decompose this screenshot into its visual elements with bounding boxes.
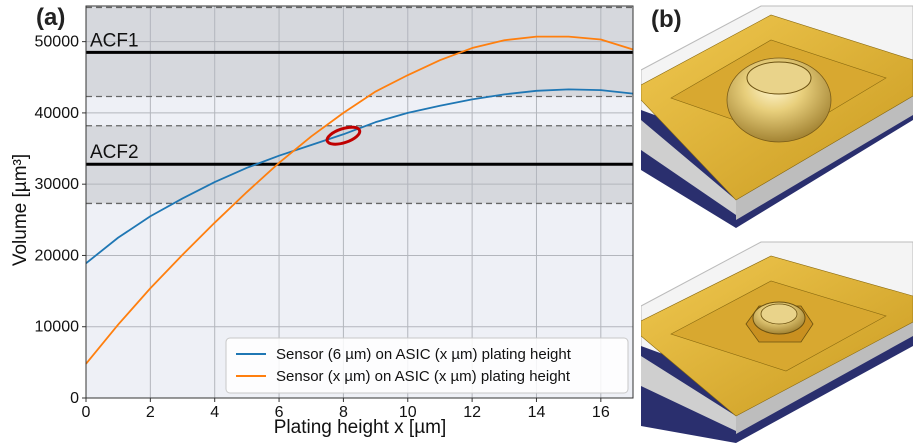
y-tick-label: 0	[70, 390, 79, 407]
plot-frame	[85, 5, 634, 399]
panel-label-b: (b)	[651, 6, 682, 33]
x-tick-label: 12	[463, 404, 481, 421]
y-tick-label: 20000	[35, 247, 80, 264]
acf-center-lines: ACF1 ACF2	[86, 6, 633, 205]
volume-chart: ACF1 ACF2 0 2 4 6 8 10 12 14 16 0 10000 20000 30000 40…	[10, 4, 634, 438]
highlight-ellipse-layer	[325, 125, 362, 146]
x-tick-label: 8	[339, 404, 348, 421]
render-large-bump	[640, 5, 913, 228]
y-tick-label: 10000	[35, 319, 80, 336]
tick-labels: 0 2 4 6 8 10 12 14 16 0 10000 20000 30000 40000 50000	[35, 34, 610, 421]
band-label-0: ACF1	[90, 30, 139, 51]
render-small-bump	[640, 241, 913, 443]
plot-border	[85, 5, 634, 399]
chart-panel: ACF1 ACF2 0 2 4 6 8 10 12 14 16 0 10000 20000 30000 40…	[10, 4, 634, 438]
series-line-1	[85, 35, 634, 365]
y-axis-title: Volume [µm³]	[10, 154, 31, 266]
bump-renders: (b)	[640, 5, 913, 443]
band-label-1: ACF2	[90, 142, 139, 163]
legend-label-0: Sensor (6 µm) on ASIC (x µm) plating hei…	[276, 346, 572, 363]
y-tick-label: 50000	[35, 34, 80, 51]
y-tick-label: 30000	[35, 176, 80, 193]
x-tick-label: 10	[399, 404, 417, 421]
legend: Sensor (6 µm) on ASIC (x µm) plating hei…	[225, 337, 629, 394]
panel-label-a: (a)	[36, 4, 65, 31]
legend-box	[225, 337, 629, 394]
x-tick-label: 0	[82, 404, 91, 421]
y-tick-label: 40000	[35, 105, 80, 122]
x-tick-label: 16	[592, 404, 610, 421]
x-tick-label: 4	[210, 404, 219, 421]
x-tick-label: 6	[275, 404, 284, 421]
highlight-ellipse	[325, 125, 362, 146]
x-axis-title: Plating height x [µm]	[274, 417, 447, 438]
x-tick-label: 2	[146, 404, 155, 421]
legend-label-1: Sensor (x µm) on ASIC (x µm) plating hei…	[276, 368, 571, 385]
x-tick-label: 14	[528, 404, 546, 421]
render-panel: (b)	[640, 0, 913, 443]
